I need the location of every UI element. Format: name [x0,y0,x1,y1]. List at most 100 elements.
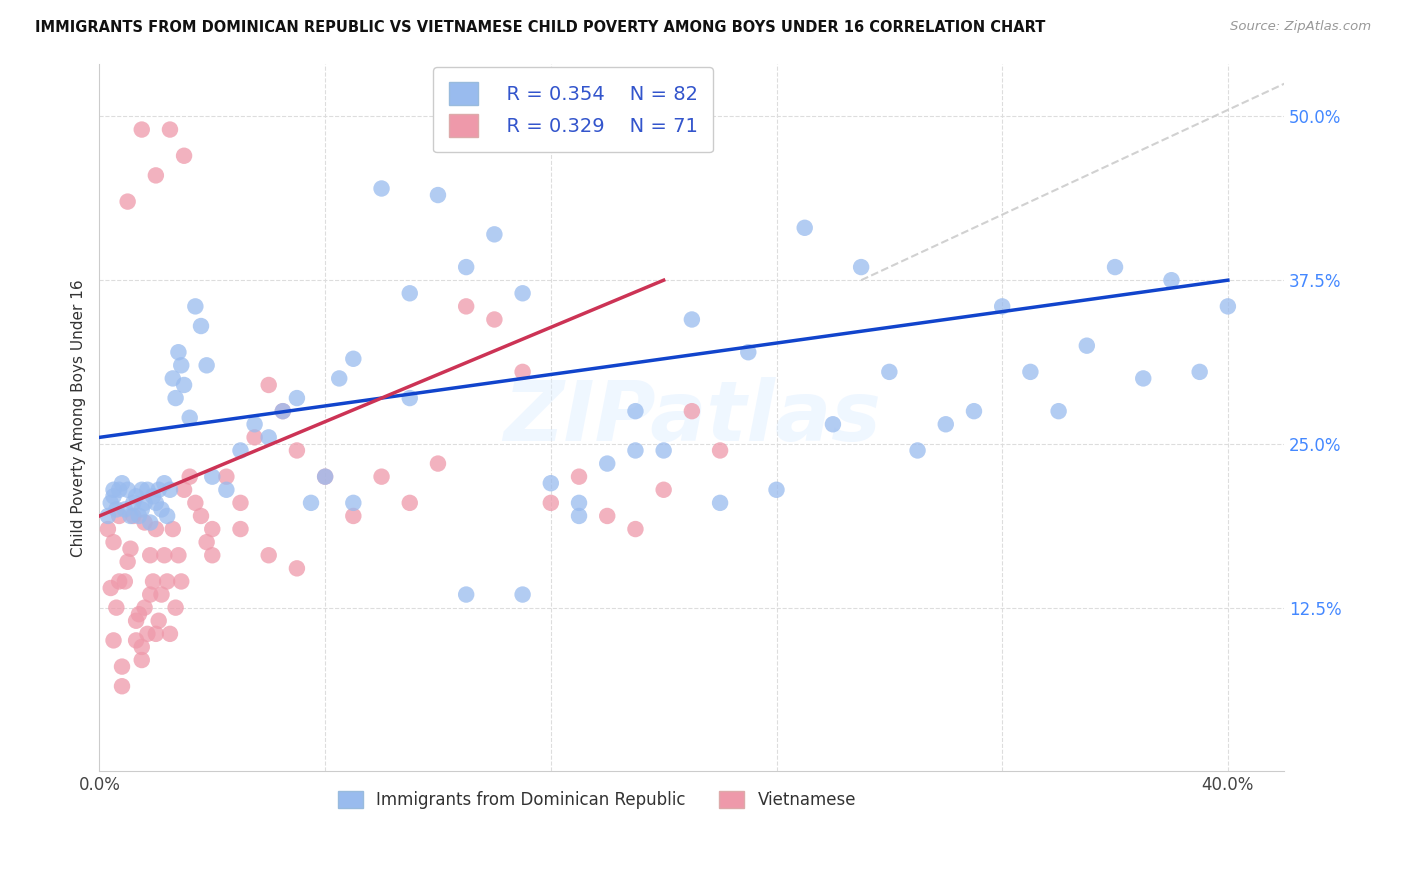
Point [139,548,162,562]
Point [111,476,134,491]
Point [108,483,131,497]
Point [456,260,478,274]
Point [652,443,675,458]
Point [156,574,179,589]
Point [148,614,170,628]
Point [125,614,148,628]
Point [139,588,162,602]
Point [173,149,195,163]
Point [328,371,350,385]
Point [125,489,148,503]
Text: IMMIGRANTS FROM DOMINICAN REPUBLIC VS VIETNAMESE CHILD POVERTY AMONG BOYS UNDER : IMMIGRANTS FROM DOMINICAN REPUBLIC VS VI… [35,20,1046,35]
Point [849,260,872,274]
Point [122,508,145,523]
Point [215,469,238,483]
Point [105,502,128,516]
Point [257,378,280,392]
Point [426,188,449,202]
Point [243,417,266,432]
Point [257,548,280,562]
Point [568,508,591,523]
Point [145,627,167,641]
Point [179,410,201,425]
Point [122,496,145,510]
Point [145,496,167,510]
Point [1047,404,1070,418]
Point [1076,339,1098,353]
Point [229,522,252,536]
Point [156,508,179,523]
Point [131,502,153,516]
Point [342,508,364,523]
Point [426,457,449,471]
Point [145,169,167,183]
Point [285,391,308,405]
Point [201,522,224,536]
Point [456,588,478,602]
Point [398,496,420,510]
Point [131,653,153,667]
Point [159,483,181,497]
Point [624,522,647,536]
Point [97,522,120,536]
Point [179,469,201,483]
Point [243,430,266,444]
Point [229,443,252,458]
Point [100,581,122,595]
Point [1132,371,1154,385]
Point [111,659,134,673]
Point [128,508,150,523]
Point [201,548,224,562]
Point [540,496,562,510]
Point [153,476,176,491]
Point [153,548,176,562]
Point [342,496,364,510]
Point [114,574,136,589]
Point [271,404,294,418]
Point [190,508,212,523]
Point [184,299,207,313]
Point [131,483,153,497]
Point [195,359,218,373]
Point [299,496,322,510]
Point [370,181,392,195]
Point [167,548,190,562]
Point [963,404,986,418]
Point [271,404,294,418]
Point [162,522,184,536]
Point [991,299,1014,313]
Point [935,417,957,432]
Point [167,345,190,359]
Point [105,600,128,615]
Point [879,365,901,379]
Point [484,312,506,326]
Point [103,489,125,503]
Point [201,469,224,483]
Point [709,443,731,458]
Point [148,483,170,497]
Point [142,489,165,503]
Point [170,574,193,589]
Point [131,122,153,136]
Point [737,345,759,359]
Point [145,522,167,536]
Point [173,378,195,392]
Point [170,359,193,373]
Point [596,508,619,523]
Point [103,535,125,549]
Text: ZIPatlas: ZIPatlas [503,377,880,458]
Point [314,469,336,483]
Point [709,496,731,510]
Point [681,404,703,418]
Point [342,351,364,366]
Y-axis label: Child Poverty Among Boys Under 16: Child Poverty Among Boys Under 16 [72,279,86,557]
Point [484,227,506,242]
Point [195,535,218,549]
Point [568,469,591,483]
Point [117,194,139,209]
Point [596,457,619,471]
Point [1019,365,1042,379]
Point [681,312,703,326]
Point [136,483,159,497]
Point [456,299,478,313]
